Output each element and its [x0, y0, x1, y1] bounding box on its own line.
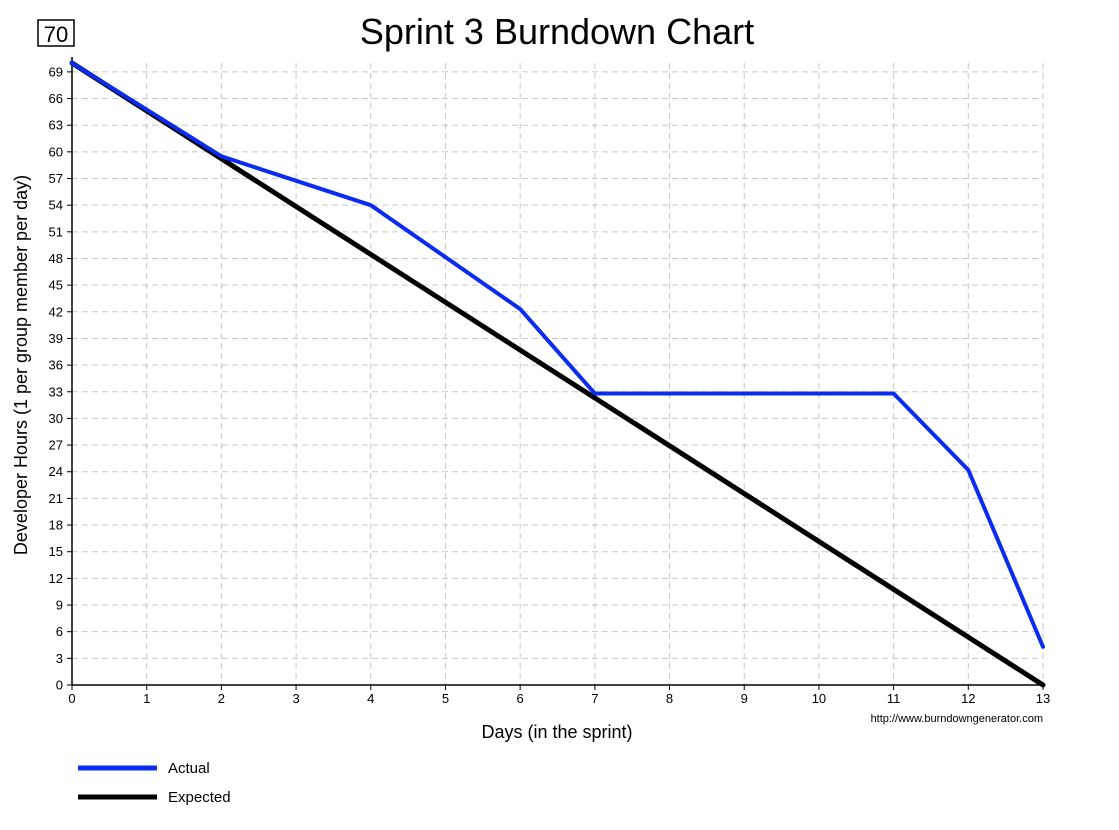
y-tick-label-42: 42 [49, 304, 63, 319]
y-tick-label-69: 69 [49, 64, 63, 79]
x-axis-ticks: 0 1 2 3 4 5 6 7 8 9 10 11 12 13 [68, 685, 1050, 706]
series-line-actual [70, 61, 1045, 649]
x-tick-label-11: 11 [887, 691, 901, 706]
y-tick-label-3: 3 [56, 651, 63, 666]
y-tick-label-0: 0 [56, 678, 63, 693]
y-tick-label-48: 48 [49, 251, 63, 266]
grid-lines [72, 63, 1044, 685]
y-tick-label-24: 24 [49, 464, 63, 479]
y-tick-label-45: 45 [49, 278, 63, 293]
legend-label-expected: Expected [168, 789, 231, 806]
y-tick-label-51: 51 [49, 224, 63, 239]
y-tick-label-12: 12 [49, 571, 63, 586]
x-tick-label-13: 13 [1036, 691, 1050, 706]
credit-link[interactable]: http://www.burndowngenerator.com [871, 713, 1043, 725]
y-tick-label-9: 9 [56, 598, 63, 613]
series-line-expected [69, 60, 1046, 688]
y-tick-label-6: 6 [56, 624, 63, 639]
y-tick-label-30: 30 [49, 411, 63, 426]
x-tick-label-12: 12 [961, 691, 975, 706]
x-tick-label-1: 1 [143, 691, 150, 706]
y-tick-label-33: 33 [49, 384, 63, 399]
chart-title: Sprint 3 Burndown Chart [360, 11, 754, 52]
series-lines [69, 60, 1046, 688]
y-tick-label-36: 36 [49, 358, 63, 373]
y-tick-label-60: 60 [49, 144, 63, 159]
x-tick-label-0: 0 [68, 691, 75, 706]
y-tick-label-27: 27 [49, 438, 63, 453]
x-tick-label-7: 7 [591, 691, 598, 706]
y-axis-label: Developer Hours (1 per group member per … [11, 175, 31, 555]
legend: Actual Expected [78, 760, 231, 806]
x-tick-label-2: 2 [218, 691, 225, 706]
x-tick-label-4: 4 [367, 691, 374, 706]
badge-box [37, 19, 75, 47]
y-tick-label-54: 54 [49, 198, 63, 213]
y-tick-label-18: 18 [49, 518, 63, 533]
x-tick-label-6: 6 [517, 691, 524, 706]
y-axis-ticks: 0369121518212427303336394245485154576063… [49, 64, 72, 693]
x-axis-label: Days (in the sprint) [481, 722, 632, 742]
axes [71, 57, 1043, 686]
badge-value: 70 [44, 22, 68, 47]
y-tick-label-66: 66 [49, 91, 63, 106]
y-tick-label-15: 15 [49, 544, 63, 559]
legend-label-actual: Actual [168, 760, 210, 777]
x-tick-label-10: 10 [812, 691, 826, 706]
x-tick-label-3: 3 [292, 691, 299, 706]
x-tick-label-9: 9 [741, 691, 748, 706]
x-tick-label-8: 8 [666, 691, 673, 706]
y-tick-label-21: 21 [49, 491, 63, 506]
x-tick-label-5: 5 [442, 691, 449, 706]
y-tick-label-57: 57 [49, 171, 63, 186]
y-tick-label-39: 39 [49, 331, 63, 346]
y-tick-label-63: 63 [49, 118, 63, 133]
